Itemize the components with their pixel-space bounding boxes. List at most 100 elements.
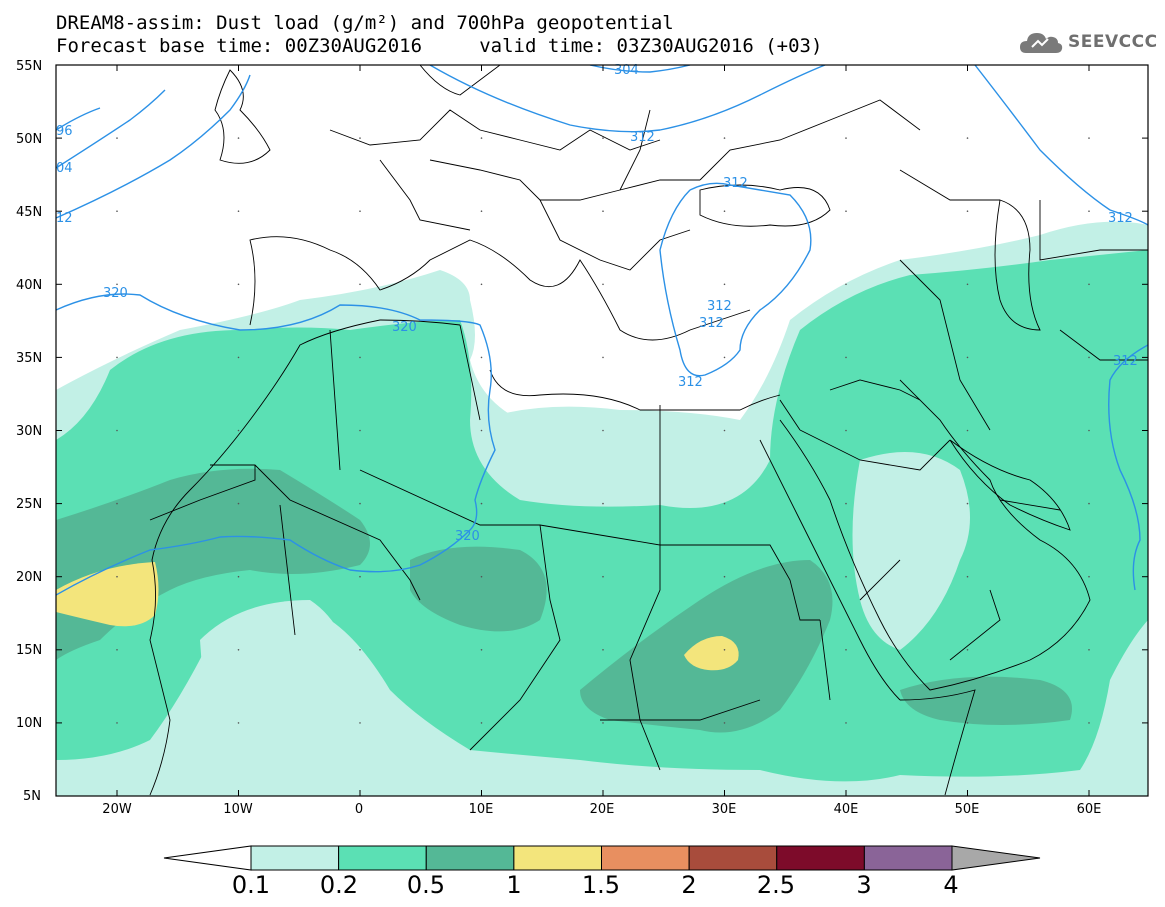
contour-312-greece [659, 182, 812, 377]
colorbar-labels: 0.1 0.2 0.5 1 1.5 2 2.5 3 4 [232, 871, 959, 899]
lon-label: 0 [355, 802, 363, 817]
graticule-dot [116, 722, 118, 724]
colorbar-label: 0.1 [232, 871, 270, 899]
lon-label: 20E [590, 802, 615, 817]
lat-label: 45N [16, 205, 42, 220]
graticule-dot [237, 649, 240, 651]
graticule-dot [116, 137, 118, 139]
dust-level-05-west [56, 468, 370, 660]
graticule-dot [723, 429, 726, 432]
colorbar-swatch [601, 845, 690, 871]
graticule-dot [723, 210, 726, 212]
graticule-dot [359, 137, 361, 139]
lon-label: 20W [102, 802, 132, 817]
dust-level-05-central [410, 546, 547, 632]
lon-label: 10E [469, 802, 494, 817]
graticule-dot [602, 210, 604, 212]
graticule-dot [1088, 429, 1090, 432]
colorbar-label: 2 [681, 871, 696, 899]
graticule-dot [966, 502, 969, 505]
lat-label: 35N [16, 351, 42, 366]
colorbar-swatch [425, 845, 515, 871]
coastline-west-africa [149, 319, 461, 796]
map-title-line1: DREAM8-assim: Dust load (g/m²) and 700hP… [56, 12, 674, 34]
graticule-dot [966, 283, 969, 286]
graticule-dot [359, 429, 361, 432]
colorbar-swatch [863, 845, 953, 871]
graticule-dot [1088, 137, 1090, 139]
graticule-dot [359, 649, 361, 651]
lat-label: 40N [16, 278, 42, 293]
graticule-dot [480, 137, 483, 139]
graticule-dot [845, 429, 847, 432]
graticule-dot [116, 429, 118, 432]
coastline-caspian [994, 199, 1041, 331]
graticule-dot [602, 283, 604, 286]
contour-312-east [974, 65, 1148, 226]
graticule-dot [237, 502, 240, 505]
lon-label: 50E [955, 802, 980, 817]
graticule-dot [359, 502, 361, 505]
contour-label: 312 [630, 130, 655, 145]
graticule-dot [602, 575, 604, 578]
dust-gap-east [852, 452, 970, 650]
lat-label: 30N [16, 424, 42, 439]
graticule-dot [359, 356, 361, 359]
graticule-dot [845, 210, 847, 212]
graticule-dot [116, 502, 118, 505]
graticule-dot [966, 575, 969, 578]
contour-label: 312 [678, 375, 703, 390]
graticule-dot [116, 283, 118, 286]
colorbar-high-arrow [951, 845, 1041, 871]
contour-label: 04 [56, 161, 73, 176]
graticule-dot [116, 210, 118, 212]
dust-level-05-arabia [900, 676, 1072, 725]
graticule-dot [359, 283, 361, 286]
lat-label: 15N [16, 643, 42, 658]
graticule-dot [845, 722, 847, 724]
colorbar-label: 0.5 [407, 871, 445, 899]
graticule-dot [1088, 210, 1090, 212]
lon-label: 30E [712, 802, 737, 817]
contour-label: 320 [103, 286, 128, 301]
graticule-dot [1088, 575, 1090, 578]
colorbar-label: 1.5 [582, 871, 620, 899]
coastline-persian-gulf [949, 439, 1071, 531]
graticule-dot [602, 502, 604, 505]
contour-label: 320 [455, 529, 480, 544]
graticule-dot [1088, 649, 1090, 651]
graticule-dot [237, 210, 240, 212]
graticule-dot [480, 210, 483, 212]
colorbar-label: 1 [506, 871, 521, 899]
graticule-dot [845, 649, 847, 651]
lat-label: 5N [23, 789, 41, 804]
coastline-red-sea-west [759, 439, 901, 701]
colorbar-label: 3 [856, 871, 871, 899]
contour-label: 12 [56, 211, 73, 226]
lat-label: 20N [16, 570, 42, 585]
contour-label: 312 [699, 316, 724, 331]
graticule-dot [237, 575, 240, 578]
coastline-europe-south [249, 236, 751, 341]
contour-label: 312 [707, 299, 732, 314]
graticule-dot [602, 722, 604, 724]
contour-296 [56, 107, 101, 131]
coastline-black-sea [699, 184, 831, 227]
coastline-arabia [779, 379, 1091, 691]
graticule-dot [1088, 722, 1090, 724]
colorbar-swatch [513, 845, 602, 871]
contour-304-west [56, 89, 166, 169]
graticule-dot [966, 722, 969, 724]
lat-label: 55N [16, 59, 42, 74]
geopotential-contours [56, 65, 1148, 596]
contour-312-north [429, 65, 826, 133]
dust-level-1-sudan [684, 636, 739, 671]
graticule-dot [116, 575, 118, 578]
graticule-dot [480, 429, 483, 432]
graticule-dot [966, 356, 969, 359]
colorbar-swatch [338, 845, 427, 871]
contour-320-north [56, 293, 496, 596]
graticule-dot [602, 356, 604, 359]
coastline-uk [214, 69, 271, 164]
colorbar-label: 0.2 [320, 871, 358, 899]
